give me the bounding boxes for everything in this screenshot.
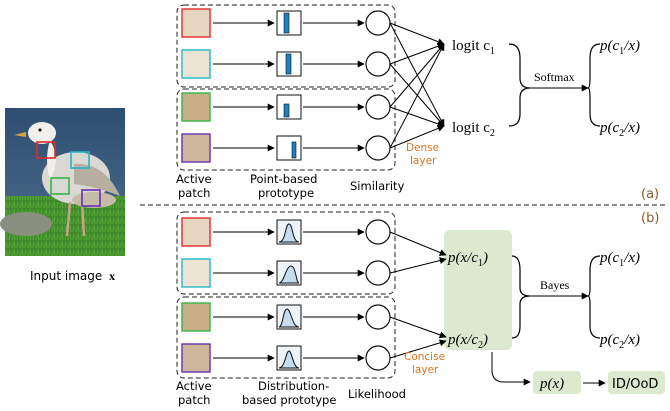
concise-layer-connections	[389, 231, 447, 359]
patch-purple-a	[181, 133, 211, 163]
logit-c1: logit c1	[452, 38, 495, 57]
bayes-join-brace	[511, 255, 531, 339]
point-prototype-a	[276, 10, 302, 161]
posterior-c1-a: p(c1/x)	[599, 38, 640, 57]
similarity-nodes-a	[365, 10, 391, 161]
posterior-c1-b: p(c1/x)	[599, 250, 640, 269]
distribution-prototype-b	[276, 219, 302, 371]
likelihood-label: Likelihood	[348, 387, 406, 401]
distribution-prototype-label-2: based prototype	[242, 393, 336, 407]
marginal-arrow	[491, 352, 531, 386]
marginal-box	[533, 371, 581, 394]
active-patch-label-a-2: patch	[178, 186, 210, 200]
patch-red-a	[181, 8, 211, 38]
point-prototype-label-2: prototype	[258, 186, 314, 200]
dense-layer-label: Dense	[406, 142, 439, 154]
panel-b-tag: (b)	[641, 211, 659, 226]
likelihood-nodes-b	[365, 219, 391, 371]
active-patch-label-a: Active	[176, 172, 212, 186]
concise-layer-label-2: layer	[412, 364, 439, 376]
posterior-c2-b: p(c2/x)	[599, 332, 640, 351]
patch-cyan-a	[181, 49, 211, 79]
patch-cyan-b	[181, 258, 211, 288]
active-patch-label-b-2: patch	[178, 393, 210, 407]
input-image-label: Input image x	[30, 269, 115, 283]
patch-green-a	[181, 92, 211, 122]
input-image	[0, 108, 125, 256]
distribution-prototype-label: Distribution-	[258, 379, 329, 393]
logit-c2: logit c2	[452, 120, 495, 139]
panel-a: logit c1 logit c2 Softmax p(c1/x) p(c2/x…	[176, 4, 640, 200]
softmax-split-brace	[587, 43, 601, 127]
patch-green-b	[181, 302, 211, 332]
bayes-split-brace	[587, 255, 601, 339]
dense-layer-label-2: layer	[410, 155, 437, 167]
likelihood-c2: p(x/c2)	[447, 332, 488, 351]
point-prototype-label: Point-based	[250, 172, 317, 186]
likelihood-c1: p(x/c1)	[447, 250, 488, 269]
bayes-label: Bayes	[540, 278, 570, 292]
active-patch-label-b: Active	[176, 379, 212, 393]
similarity-label: Similarity	[350, 179, 405, 193]
softmax-label: Softmax	[534, 70, 575, 84]
dense-layer-connections	[389, 22, 445, 149]
concise-highlight	[444, 230, 512, 350]
patch-purple-b	[181, 343, 211, 373]
ood-label: ID/OoD	[612, 377, 658, 392]
concise-layer-label: Concise	[404, 351, 445, 363]
posterior-c2-a: p(c2/x)	[599, 120, 640, 139]
ood-box	[608, 371, 665, 394]
marginal-likelihood: p(x)	[539, 376, 564, 392]
panel-a-tag: (a)	[641, 187, 659, 202]
patch-red-b	[181, 217, 211, 247]
softmax-join-brace	[508, 43, 531, 127]
panel-b: p(x/c1) p(x/c2) Bayes p(c1/x) p(c2/x) p(…	[176, 211, 665, 407]
